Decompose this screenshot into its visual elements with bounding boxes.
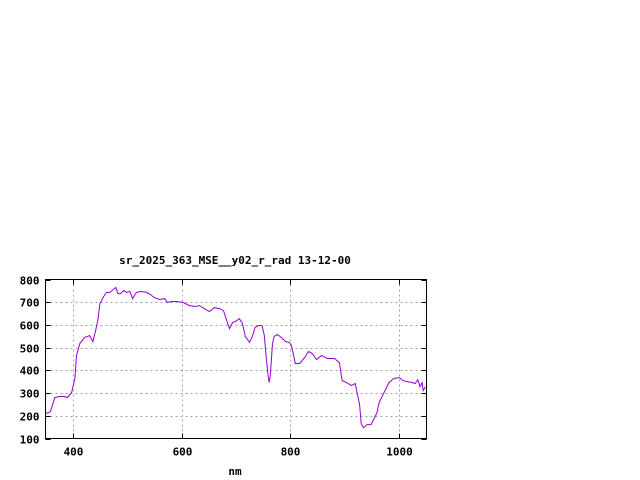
y-tick-label: 300 (20, 388, 40, 401)
x-tick-label: 600 (173, 446, 193, 459)
y-tick-label: 600 (20, 320, 40, 333)
y-tick-label: 500 (20, 343, 40, 356)
series-line (45, 286, 426, 429)
x-axis-label: nm (228, 465, 242, 478)
x-tick-label: 1000 (386, 446, 413, 459)
y-tick-label: 700 (20, 297, 40, 310)
ticks: 100 200 300 400 500 600 700 800 400 600 800 1000 (20, 275, 427, 459)
plot-border (45, 279, 427, 439)
grid (45, 279, 427, 439)
y-tick-label: 400 (20, 365, 40, 378)
y-tick-label: 800 (20, 275, 40, 288)
x-tick-label: 800 (281, 446, 301, 459)
chart-title: sr_2025_363_MSE__y02_r_rad 13-12-00 (119, 254, 351, 267)
y-tick-label: 200 (20, 411, 40, 424)
y-tick-label: 100 (20, 434, 40, 447)
x-tick-label: 400 (64, 446, 84, 459)
